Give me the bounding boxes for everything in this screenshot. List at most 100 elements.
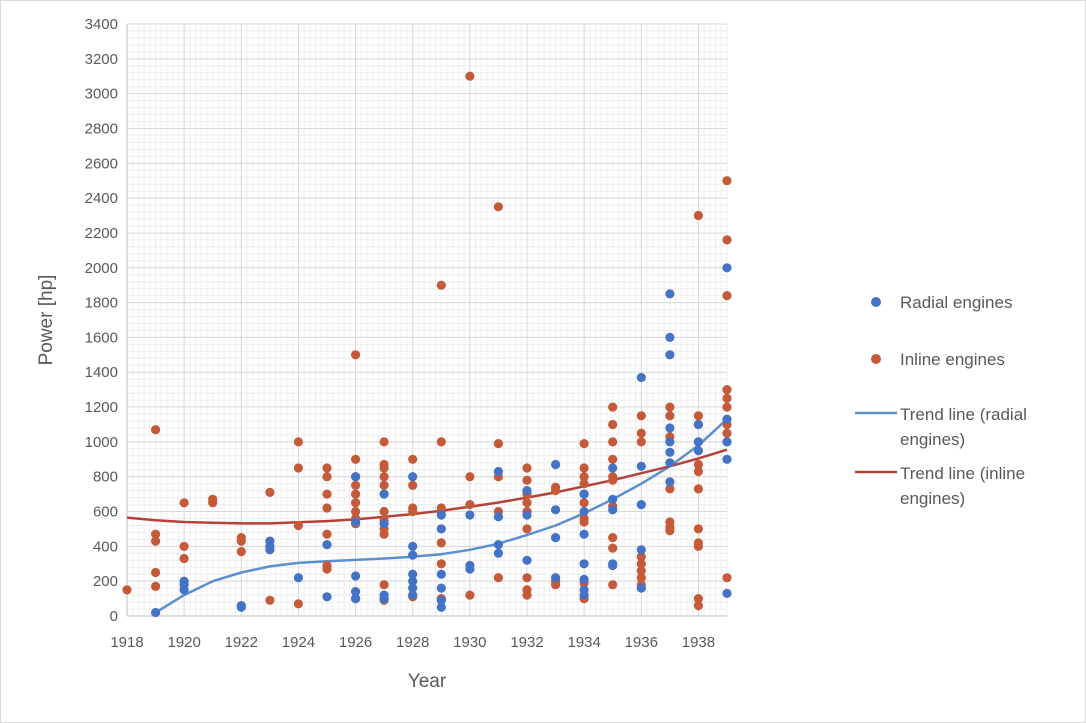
inline-engine-point xyxy=(522,585,532,595)
inline-engine-point xyxy=(351,498,361,508)
inline-engine-point xyxy=(265,595,275,605)
inline-engine-point xyxy=(151,581,161,592)
x-tick-label: 1936 xyxy=(625,634,658,651)
inline-engine-point xyxy=(493,573,503,583)
inline-engine-point xyxy=(636,573,646,583)
inline-engine-point xyxy=(665,484,675,494)
inline-engine-point xyxy=(351,454,361,464)
legend-label-inline-trend: Trend line (inline engines) xyxy=(900,464,1030,508)
radial-engine-point xyxy=(493,540,503,550)
radial-engine-point xyxy=(408,550,418,560)
inline-engine-point xyxy=(579,479,589,489)
radial-engine-point xyxy=(379,519,389,529)
inline-engine-point xyxy=(693,411,704,421)
inline-engine-point xyxy=(151,425,161,435)
inline-engine-point xyxy=(465,500,475,510)
inline-engine-point xyxy=(522,475,532,485)
radial-engine-point xyxy=(579,489,589,499)
radial-engine-point xyxy=(408,569,418,579)
inline-engine-point xyxy=(493,439,503,449)
inline-engine-point xyxy=(579,439,589,449)
inline-engine-point xyxy=(579,472,589,482)
radial-engine-point xyxy=(551,573,561,583)
inline-engine-point xyxy=(665,402,675,412)
inline-engine-point xyxy=(522,463,532,473)
y-tick-label: 3200 xyxy=(85,51,118,68)
inline-engine-point xyxy=(179,553,189,564)
x-tick-label: 1928 xyxy=(396,634,429,651)
inline-engine-point xyxy=(608,402,618,412)
legend-label-radial: Radial engines xyxy=(900,293,1012,312)
inline-engine-point xyxy=(722,176,732,186)
inline-engine-point xyxy=(293,520,303,531)
inline-engine-point xyxy=(608,437,618,447)
inline-engine-point xyxy=(351,506,361,517)
inline-engine-point xyxy=(151,567,161,578)
radial-engine-point xyxy=(179,576,189,586)
radial-engine-point xyxy=(522,486,532,496)
x-tick-label: 1918 xyxy=(110,634,143,651)
inline-engine-point xyxy=(408,480,418,490)
inline-engine-point xyxy=(551,482,561,492)
inline-engine-point xyxy=(722,235,732,245)
y-tick-label: 1800 xyxy=(85,295,118,312)
legend-label-radial-trend-line2: engines) xyxy=(900,430,965,449)
radial-engine-point xyxy=(522,555,532,565)
legend-label-inline-trend-line1: Trend line (inline xyxy=(900,464,1025,483)
radial-engine-point xyxy=(408,590,418,600)
inline-engine-point xyxy=(436,280,446,290)
radial-engine-point xyxy=(351,517,361,527)
inline-engine-point xyxy=(351,350,361,360)
radial-engine-point xyxy=(236,601,246,611)
y-tick-label: 800 xyxy=(93,469,118,486)
radial-engine-point xyxy=(436,569,446,579)
radial-engine-point xyxy=(636,461,646,471)
inline-engine-point xyxy=(693,594,704,604)
inline-engine-point xyxy=(608,543,618,553)
inline-engine-point xyxy=(693,484,704,494)
axes xyxy=(126,24,727,617)
legend-marker-radial xyxy=(871,297,881,307)
y-tick-label: 1200 xyxy=(85,399,118,416)
inline-engine-point xyxy=(636,552,646,562)
inline-engine-point xyxy=(722,393,732,403)
radial-engine-point xyxy=(579,529,589,539)
inline-engine-point xyxy=(236,533,246,543)
inline-engine-point xyxy=(693,459,704,470)
trend-lines xyxy=(126,418,728,614)
radial-engine-point xyxy=(693,446,704,456)
y-tick-label: 400 xyxy=(93,538,118,555)
inline-engine-point xyxy=(608,472,618,482)
inline-engine-point xyxy=(722,428,732,438)
radial-engine-point xyxy=(351,472,361,482)
trend-line-inline xyxy=(126,448,728,525)
inline-engine-point xyxy=(579,513,589,524)
inline-engine-point xyxy=(693,538,704,548)
radial-engine-point xyxy=(636,372,646,383)
inline-engine-point xyxy=(665,411,675,421)
inline-engine-point xyxy=(379,580,389,590)
radial-engine-point xyxy=(608,559,618,569)
radial-engine-point xyxy=(493,466,503,477)
radial-engine-point xyxy=(722,263,732,273)
inline-engine-point xyxy=(322,503,332,513)
inline-engine-point xyxy=(179,498,189,508)
radial-engine-point xyxy=(693,419,704,430)
x-tick-label: 1930 xyxy=(453,634,486,651)
inline-engine-point xyxy=(293,599,303,609)
radial-engine-point xyxy=(322,540,332,550)
radial-engine-point xyxy=(551,459,561,470)
legend-label-inline-trend-line2: engines) xyxy=(900,489,965,508)
radial-engine-point xyxy=(636,545,646,555)
inline-engine-point xyxy=(579,463,589,473)
inline-engine-point xyxy=(151,529,161,539)
inline-engine-point xyxy=(379,472,389,482)
radial-engine-point xyxy=(665,477,675,487)
radial-engine-point xyxy=(579,585,589,595)
radial-engine-point xyxy=(465,560,475,571)
inline-engine-point xyxy=(351,480,361,490)
inline-engine-point xyxy=(465,590,475,600)
inline-engine-point xyxy=(322,489,332,499)
inline-engine-point xyxy=(351,489,361,499)
radial-engine-point xyxy=(522,510,532,520)
